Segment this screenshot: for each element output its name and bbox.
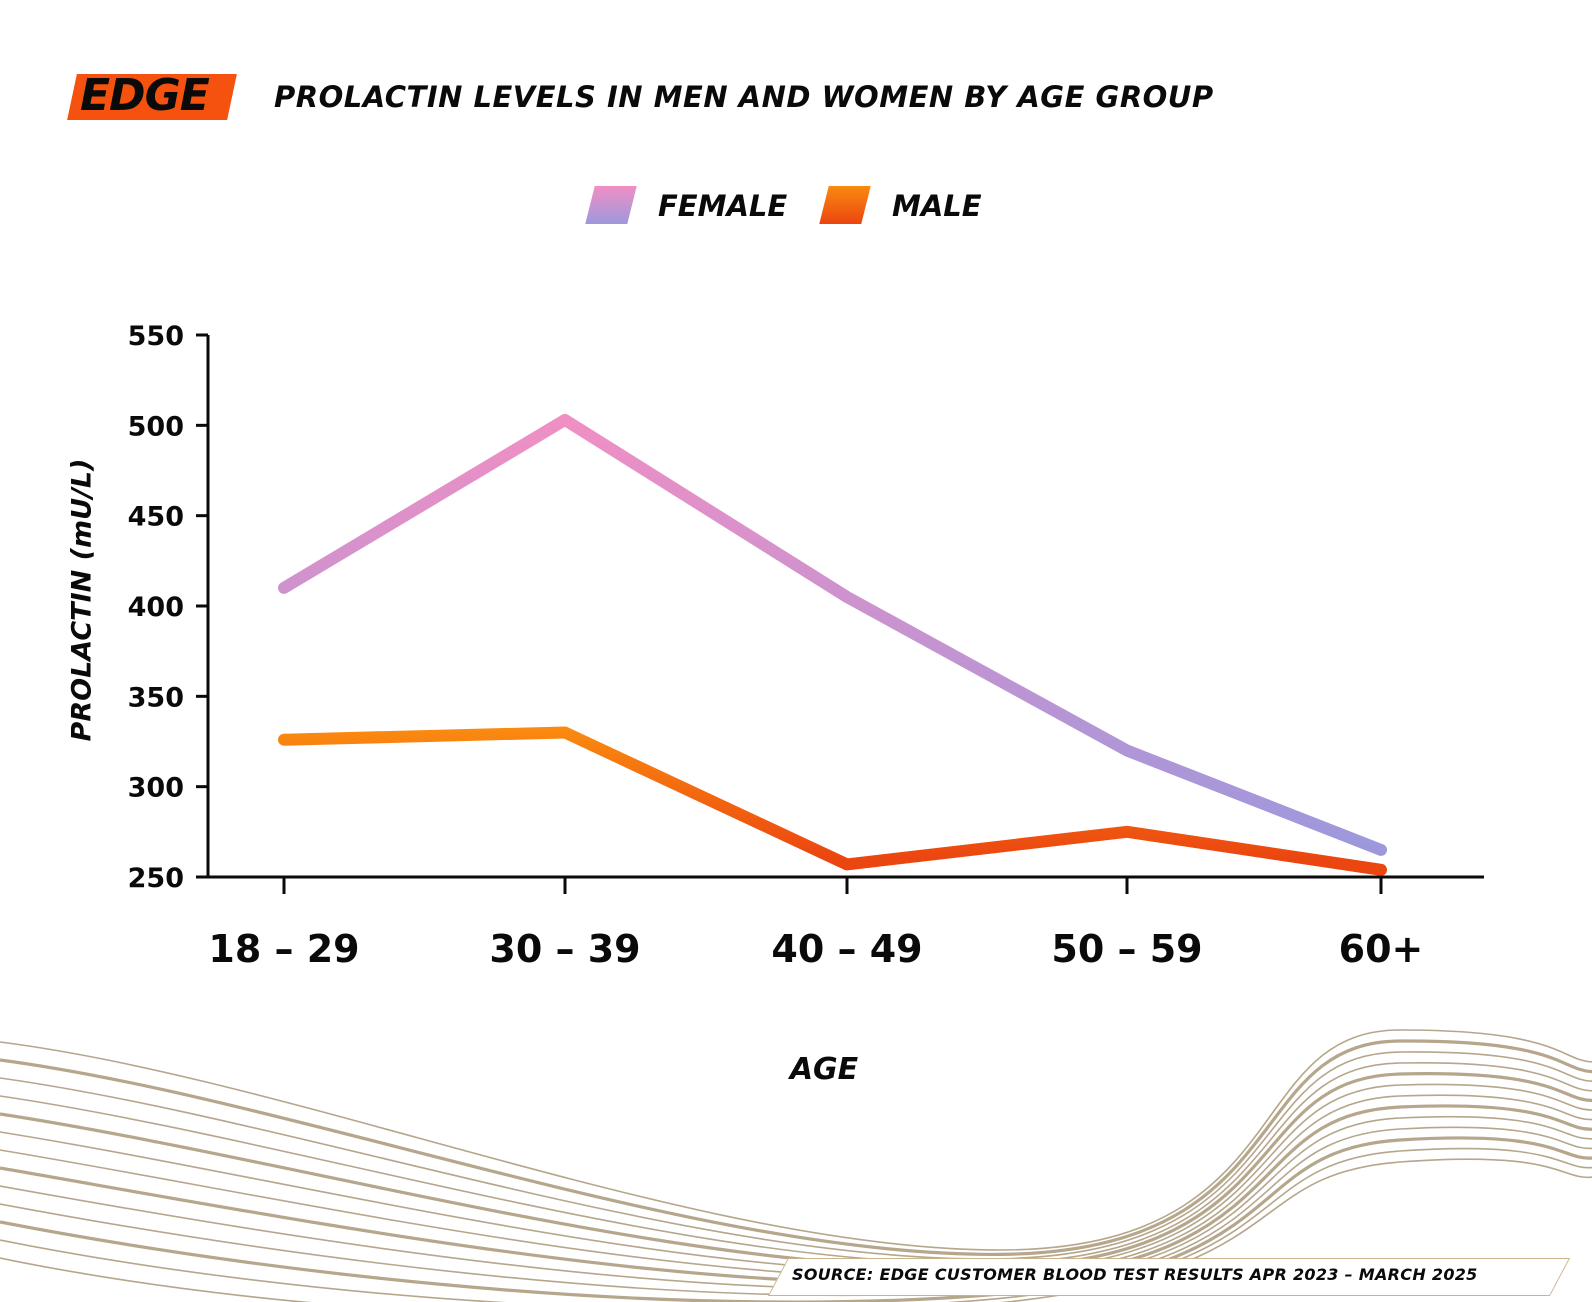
series-line-female	[278, 413, 1387, 856]
x-tick-label: 40 – 49	[771, 927, 922, 971]
legend-label-female: FEMALE	[658, 189, 788, 223]
legend-label-male: MALE	[892, 189, 982, 223]
x-tick-label: 30 – 39	[489, 927, 640, 971]
brand-logo: EDGE	[80, 70, 210, 121]
chart-series	[278, 413, 1387, 876]
chart-title: PROLACTIN LEVELS IN MEN AND WOMEN BY AGE…	[274, 80, 1214, 114]
x-tick-label: 60+	[1339, 927, 1424, 971]
wave-line	[0, 1029, 1592, 1251]
y-tick-label: 250	[128, 863, 184, 894]
wave-line	[0, 1072, 1592, 1270]
source-note: SOURCE: EDGE CUSTOMER BLOOD TEST RESULTS…	[767, 1258, 1571, 1296]
y-tick-label: 500	[128, 411, 184, 442]
y-tick-label: 450	[128, 502, 184, 533]
wave-line	[0, 1039, 1592, 1257]
source-text: SOURCE: EDGE CUSTOMER BLOOD TEST RESULTS…	[792, 1265, 1478, 1284]
y-tick-label: 350	[128, 682, 184, 713]
chart-axes: 250 300 350 400 450 500 550 18 – 29 30 – 39 40 – …	[128, 321, 1484, 971]
x-tick-label: 50 – 59	[1051, 927, 1202, 971]
y-tick-label: 300	[128, 773, 184, 804]
decorative-waves	[0, 1029, 1592, 1302]
wave-line	[0, 1094, 1592, 1279]
wave-line	[0, 1051, 1592, 1260]
y-tick-label: 550	[128, 321, 184, 352]
x-axis-title: AGE	[789, 1052, 859, 1087]
wave-line	[0, 1083, 1592, 1274]
y-tick-label: 400	[128, 592, 184, 623]
wave-line	[0, 1062, 1592, 1265]
y-axis-title: PROLACTIN (mU/L)	[66, 458, 98, 742]
series-line-male	[278, 726, 1387, 876]
wave-line	[0, 1104, 1592, 1286]
x-tick-label: 18 – 29	[208, 927, 359, 971]
